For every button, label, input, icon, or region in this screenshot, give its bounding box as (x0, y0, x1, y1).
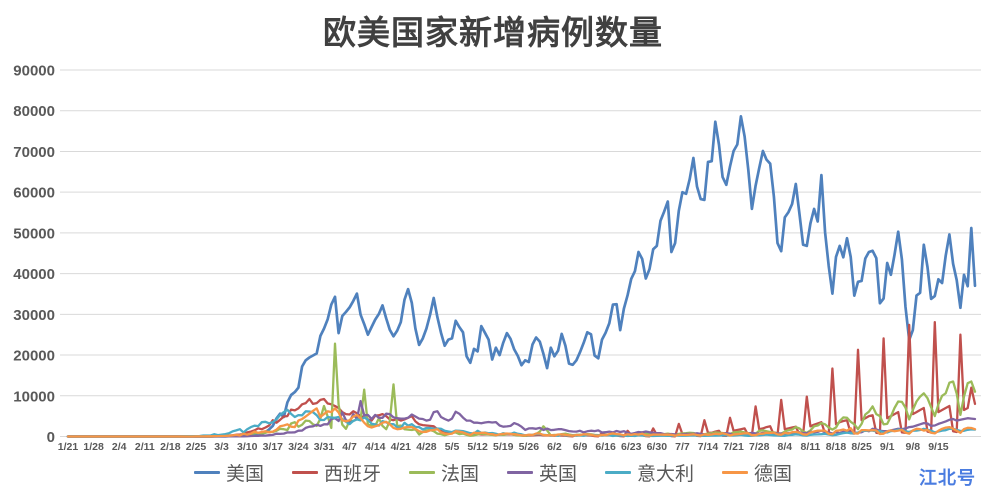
legend-swatch-西班牙 (291, 470, 318, 475)
svg-text:2/25: 2/25 (186, 441, 207, 453)
svg-text:8/11: 8/11 (800, 441, 820, 453)
svg-text:7/28: 7/28 (749, 441, 770, 453)
y-axis-labels: 0 10000 20000 30000 40000 50000 60000 70000 8000… (13, 63, 55, 447)
svg-text:7/7: 7/7 (675, 441, 690, 453)
svg-text:3/10: 3/10 (237, 441, 258, 453)
svg-text:80000: 80000 (13, 103, 55, 120)
svg-text:8/18: 8/18 (826, 441, 847, 453)
legend-label-美国: 美国 (225, 464, 264, 485)
legend-item-英国: 英国 (507, 459, 577, 486)
legend-swatch-意大利 (605, 470, 632, 475)
svg-text:6/16: 6/16 (595, 441, 616, 453)
svg-text:3/31: 3/31 (314, 441, 335, 453)
svg-text:3/17: 3/17 (263, 441, 284, 453)
svg-text:1/28: 1/28 (83, 441, 104, 453)
legend-label-西班牙: 西班牙 (323, 464, 381, 485)
svg-text:10000: 10000 (13, 388, 55, 405)
svg-text:30000: 30000 (13, 307, 55, 324)
svg-text:5/26: 5/26 (519, 441, 540, 453)
svg-text:8/25: 8/25 (851, 441, 872, 453)
series-line-法国 (66, 342, 977, 438)
legend-swatch-德国 (722, 470, 749, 475)
svg-text:6/23: 6/23 (621, 441, 642, 453)
svg-text:4/28: 4/28 (416, 441, 437, 453)
legend-label-意大利: 意大利 (637, 464, 695, 485)
series-line-德国 (66, 407, 977, 438)
svg-text:4/14: 4/14 (365, 441, 386, 453)
svg-text:4/21: 4/21 (391, 441, 412, 453)
svg-text:2/11: 2/11 (135, 441, 155, 453)
svg-text:70000: 70000 (13, 144, 55, 161)
x-axis-labels: 1/21 1/28 2/4 2/11 2/18 2/25 3/3 3/10 3/17 3/24 3/… (58, 441, 949, 453)
svg-text:3/3: 3/3 (214, 441, 229, 453)
svg-text:0: 0 (47, 429, 55, 446)
series-line-美国 (66, 115, 977, 438)
svg-text:2/18: 2/18 (160, 441, 181, 453)
svg-text:5/5: 5/5 (445, 441, 460, 453)
legend-swatch-英国 (507, 470, 533, 475)
svg-text:7/21: 7/21 (723, 441, 744, 453)
chart-legend: 美国 西班牙 法国 英国 意大利 德国 (0, 459, 986, 486)
svg-text:40000: 40000 (13, 266, 55, 283)
watermark: 江北号 (919, 468, 976, 488)
svg-text:1/21: 1/21 (58, 441, 79, 453)
legend-label-法国: 法国 (440, 464, 479, 485)
svg-text:8/4: 8/4 (778, 441, 793, 453)
legend-item-法国: 法国 (408, 459, 479, 486)
svg-text:9/1: 9/1 (880, 441, 895, 453)
legend-swatch-美国 (193, 470, 220, 475)
legend-label-德国: 德国 (754, 464, 793, 485)
svg-text:6/30: 6/30 (647, 441, 668, 453)
svg-text:2/4: 2/4 (112, 441, 127, 453)
svg-text:4/7: 4/7 (342, 441, 357, 453)
svg-text:6/9: 6/9 (573, 441, 588, 453)
legend-item-意大利: 意大利 (605, 459, 694, 486)
legend-item-德国: 德国 (722, 459, 792, 486)
svg-text:20000: 20000 (13, 348, 55, 365)
svg-text:9/15: 9/15 (928, 441, 949, 453)
gridlines (60, 69, 981, 437)
svg-text:3/24: 3/24 (288, 441, 309, 453)
legend-item-西班牙: 西班牙 (291, 459, 381, 486)
svg-text:90000: 90000 (13, 63, 55, 80)
chart-title: 欧美国家新增病例数量 (323, 14, 663, 51)
svg-text:6/2: 6/2 (547, 441, 562, 453)
svg-text:50000: 50000 (13, 225, 55, 242)
svg-text:60000: 60000 (13, 185, 55, 202)
svg-text:7/14: 7/14 (698, 441, 719, 453)
legend-swatch-法国 (408, 470, 435, 475)
svg-text:9/8: 9/8 (906, 441, 921, 453)
svg-text:5/12: 5/12 (467, 441, 488, 453)
legend-item-美国: 美国 (193, 459, 264, 486)
legend-label-英国: 英国 (539, 464, 578, 485)
svg-text:5/19: 5/19 (493, 441, 514, 453)
series-line-西班牙 (66, 320, 977, 438)
